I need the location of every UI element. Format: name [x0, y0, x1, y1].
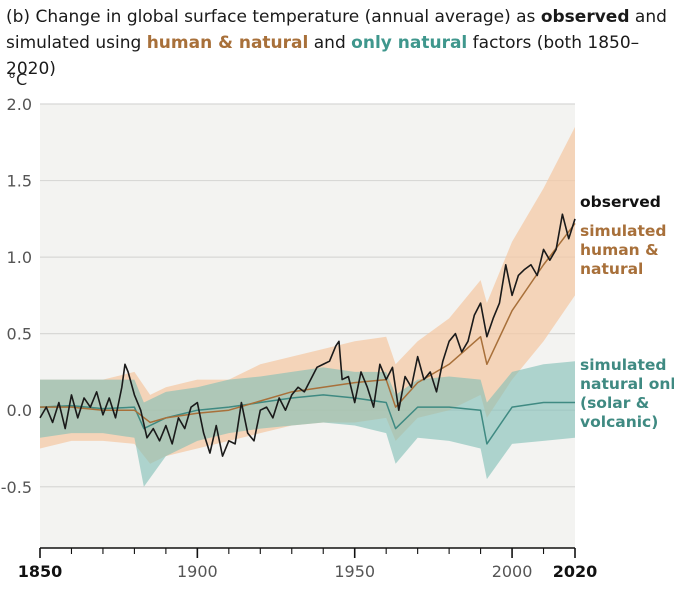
y-tick-label: 2.0 [7, 95, 32, 114]
title-suffix: factors (both 1850–2020) [6, 33, 640, 79]
title-prefix: (b) Change in global surface temperature… [6, 7, 541, 27]
title-and-2: and [308, 33, 352, 53]
human-natural-label: simulated human & natural [580, 222, 667, 278]
human-natural-line [40, 222, 576, 424]
label-line: simulated [580, 222, 667, 240]
label-line: (solar & [580, 394, 649, 412]
y-axis-ticks: 2.0 1.5 1.0 0.5 0.0 -0.5 [1, 95, 32, 497]
y-tick-label: 0.0 [7, 401, 32, 420]
x-tick-label: 2000 [492, 562, 533, 581]
title-observed: observed [540, 7, 630, 27]
y-tick-label: 1.5 [7, 172, 32, 191]
natural-only-line [39, 394, 575, 445]
observed-line [39, 213, 576, 457]
y-axis-unit: °C [8, 70, 27, 89]
title-only-natural: only natural [351, 33, 468, 53]
x-axis: 1850 1900 1950 2000 2020 [18, 547, 598, 581]
observed-label: observed [580, 193, 661, 211]
label-line: volcanic) [580, 413, 658, 431]
uncertainty-bands [40, 126, 575, 487]
title-and-1: and simulated using [6, 7, 667, 53]
x-tick-label: 2020 [553, 562, 598, 581]
y-tick-label: 1.0 [7, 248, 32, 267]
label-line: observed [580, 193, 661, 211]
x-tick-label: 1900 [177, 562, 218, 581]
y-tick-label: 0.5 [7, 325, 32, 344]
label-line: natural [580, 260, 643, 278]
natural-only-band [40, 361, 575, 487]
y-tick-label: -0.5 [1, 478, 32, 497]
title-human-natural: human & natural [146, 33, 309, 53]
x-tick-label: 1850 [18, 562, 63, 581]
label-line: simulated [580, 356, 667, 374]
label-line: natural only [580, 375, 674, 393]
series-lines [39, 213, 576, 457]
x-tick-label: 1950 [334, 562, 375, 581]
chart-title: (b) Change in global surface temperature… [6, 4, 670, 82]
label-line: human & [580, 241, 659, 259]
